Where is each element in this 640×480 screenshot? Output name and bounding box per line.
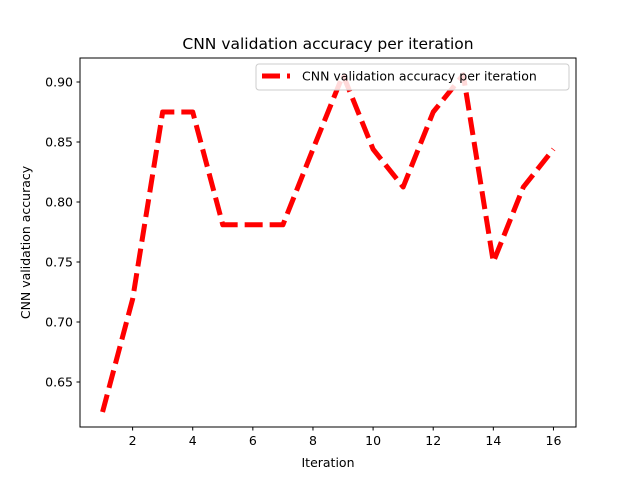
x-tick-label: 4 [189, 433, 197, 448]
y-tick-label: 0.80 [45, 195, 73, 210]
y-tick-label: 0.75 [45, 255, 73, 270]
series-layer [100, 72, 556, 413]
legend-label: CNN validation accuracy per iteration [302, 69, 537, 84]
y-tick-label: 0.70 [45, 315, 73, 330]
x-tick-label: 6 [249, 433, 257, 448]
x-axis: 2 4 6 8 10 12 14 16 [129, 427, 562, 448]
x-tick-label: 14 [485, 433, 501, 448]
y-tick-label: 0.85 [45, 135, 73, 150]
x-tick-label: 8 [309, 433, 317, 448]
y-tick-label: 0.90 [45, 75, 73, 90]
x-tick-label: 12 [425, 433, 441, 448]
plot-area [79, 57, 577, 428]
legend: CNN validation accuracy per iteration [255, 63, 570, 91]
legend-box [255, 63, 570, 91]
x-axis-label: Iteration [301, 455, 354, 470]
x-tick-label: 10 [365, 433, 381, 448]
y-axis: 0.65 0.70 0.75 0.80 0.85 0.90 [45, 75, 80, 390]
y-tick-label: 0.65 [45, 375, 73, 390]
x-tick-label: 2 [129, 433, 137, 448]
chart-title: CNN validation accuracy per iteration [182, 35, 473, 53]
x-tick-label: 16 [546, 433, 562, 448]
y-axis-label: CNN validation accuracy [18, 165, 33, 319]
series-line [100, 72, 556, 413]
